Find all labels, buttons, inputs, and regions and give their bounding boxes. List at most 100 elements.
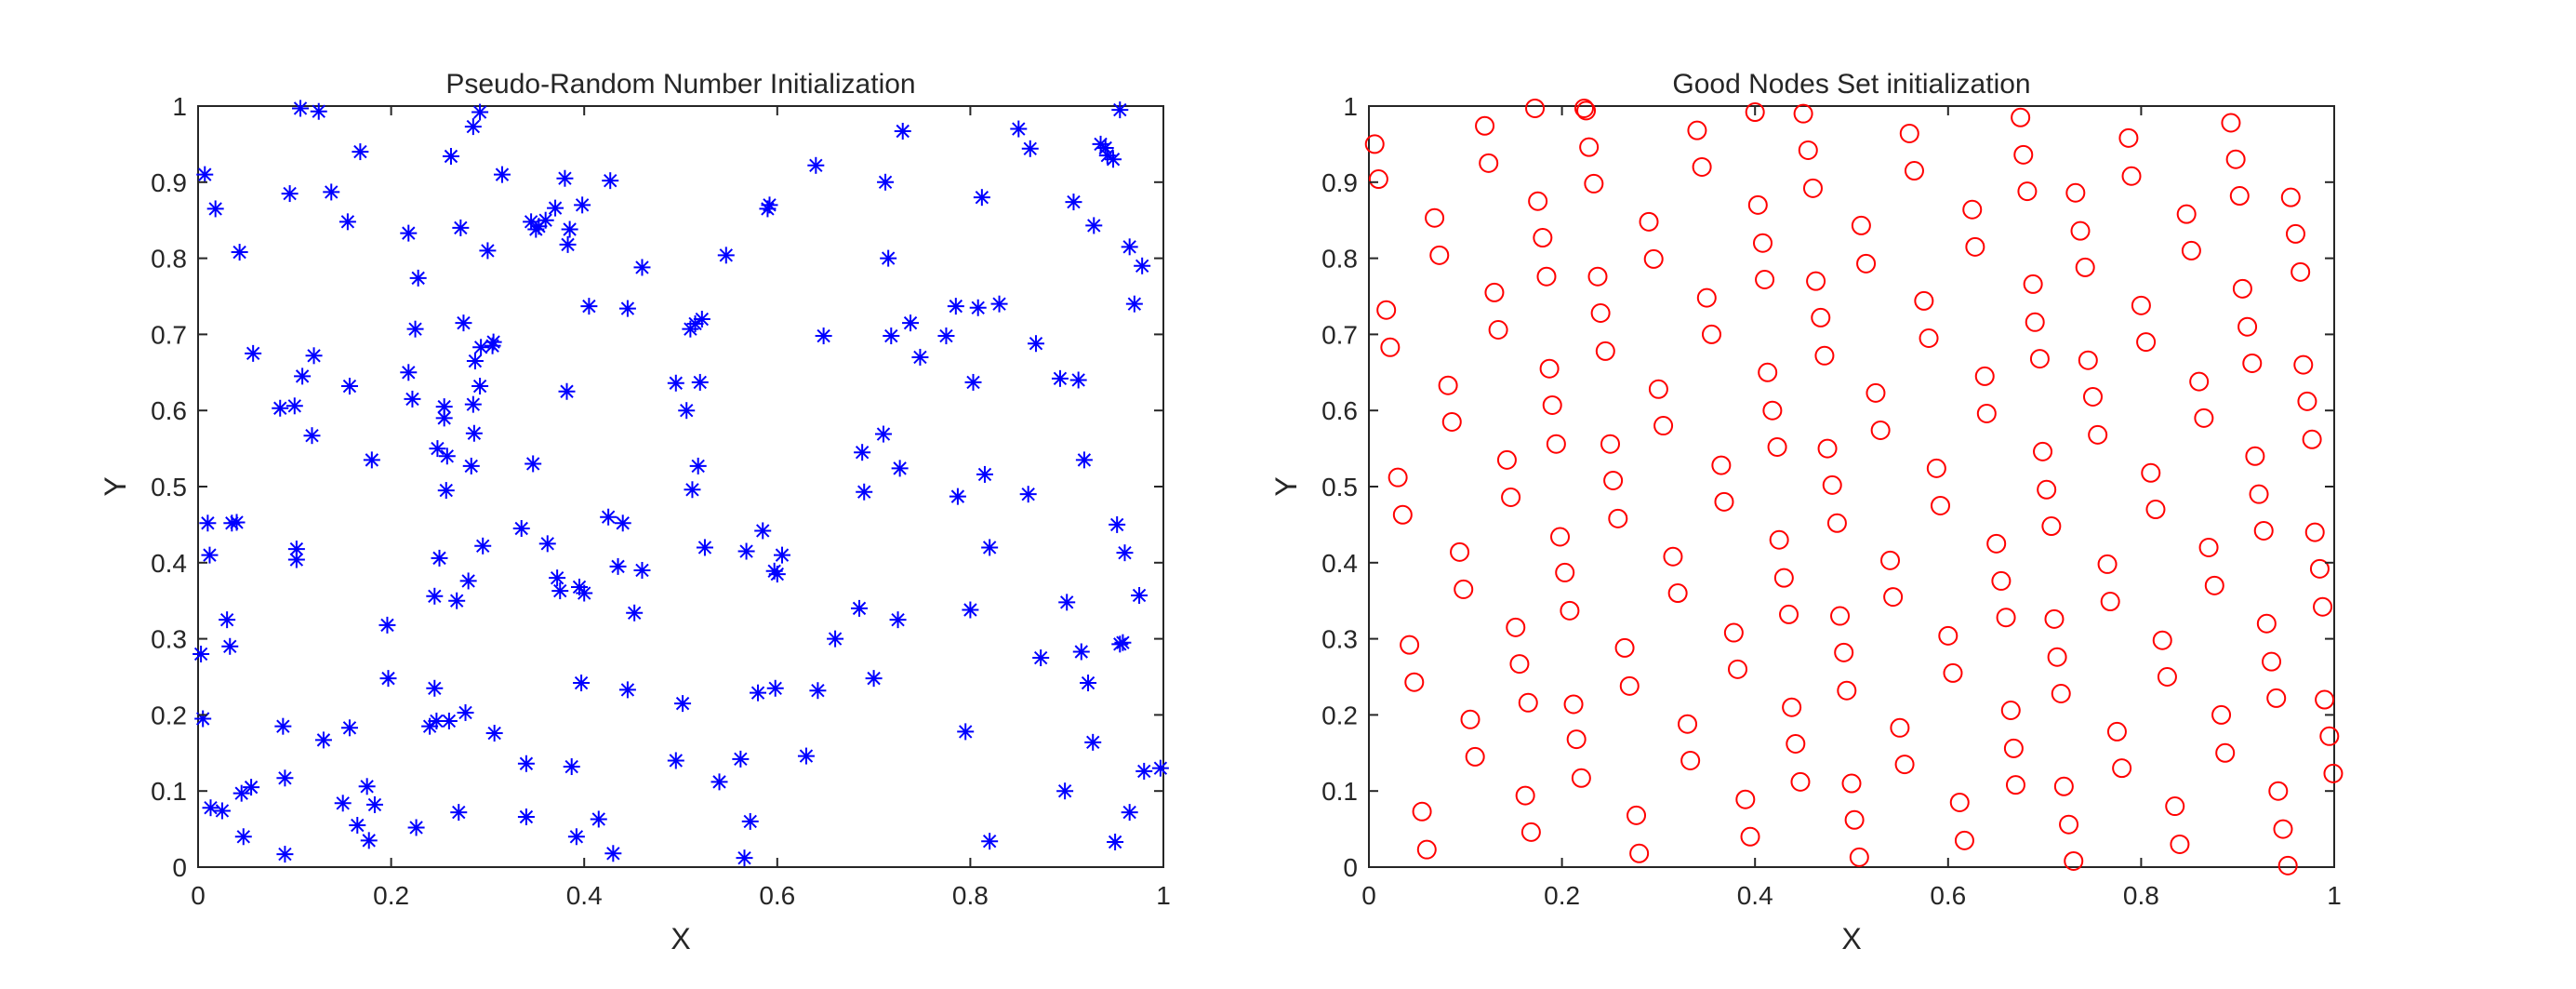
- right-data-point: [1745, 102, 1765, 123]
- left-data-point: [678, 402, 696, 420]
- left-data-points: [193, 100, 1169, 867]
- left-data-point: [1084, 733, 1102, 751]
- right-data-point: [1841, 773, 1862, 794]
- right-y-tick-label: 0.1: [1321, 777, 1358, 806]
- left-data-point: [339, 213, 356, 231]
- left-data-point: [334, 795, 352, 812]
- right-data-point: [1814, 345, 1835, 366]
- left-data-point: [199, 515, 217, 532]
- right-data-point: [1368, 169, 1388, 190]
- right-scatter-panel: 0 0.2 0.4 0.6 0.8 1 0 0.1 0.2 0.3 0.4 0.5 0.6 0.7 0.8 0…: [1269, 69, 2344, 956]
- left-data-point: [448, 592, 466, 609]
- left-data-point: [741, 812, 759, 830]
- left-data-point: [689, 457, 707, 474]
- right-x-tick-label: 0.8: [2123, 881, 2159, 910]
- left-data-point: [303, 427, 321, 445]
- left-data-point: [633, 259, 651, 276]
- right-data-point: [2037, 479, 2057, 500]
- left-data-point: [404, 390, 421, 408]
- left-data-point: [561, 221, 578, 238]
- right-data-point: [1573, 98, 1594, 118]
- right-data-point: [1782, 697, 1802, 717]
- left-data-point: [609, 557, 627, 575]
- left-data-point: [213, 802, 231, 820]
- left-data-point: [1116, 544, 1134, 562]
- right-data-point: [1441, 411, 1462, 432]
- right-data-point: [2118, 127, 2139, 148]
- right-data-point: [2011, 107, 2031, 127]
- left-data-point: [1107, 834, 1124, 851]
- left-data-point: [807, 156, 825, 174]
- right-data-point: [2249, 484, 2269, 504]
- left-data-point: [556, 169, 574, 187]
- right-data-point: [1425, 207, 1445, 228]
- left-data-point: [231, 244, 248, 261]
- left-data-point: [196, 166, 214, 183]
- left-data-point: [1109, 515, 1126, 533]
- left-y-tick-label: 0.3: [151, 625, 187, 654]
- right-data-point: [2145, 500, 2166, 520]
- right-data-point: [2170, 834, 2190, 854]
- right-data-point: [1866, 382, 1886, 403]
- right-data-point: [2268, 781, 2289, 801]
- right-data-point: [1837, 680, 1857, 701]
- right-data-point: [2302, 429, 2322, 449]
- right-data-point: [1822, 474, 1842, 495]
- right-data-point: [1603, 470, 1624, 490]
- right-data-point: [1460, 709, 1481, 729]
- right-data-point: [1880, 550, 1901, 570]
- left-data-point: [1121, 238, 1138, 256]
- left-data-point: [349, 817, 366, 835]
- left-data-point: [1075, 451, 1093, 469]
- right-x-tick-label: 0.4: [1737, 881, 1773, 910]
- right-data-point: [2211, 704, 2232, 725]
- right-data-point: [2065, 182, 2086, 203]
- right-data-point: [1518, 692, 1538, 713]
- left-data-point: [969, 299, 987, 316]
- right-data-point: [1986, 533, 2007, 554]
- right-data-point: [1779, 604, 1799, 624]
- right-data-point: [1614, 637, 1635, 658]
- right-x-tick-label: 1: [2327, 881, 2342, 910]
- left-data-point: [276, 769, 294, 787]
- left-data-point: [1080, 675, 1097, 692]
- left-y-axis-label: Y: [99, 476, 132, 496]
- left-data-point: [228, 514, 246, 531]
- right-data-point: [1758, 362, 1778, 382]
- right-data-point: [1404, 672, 1425, 692]
- left-data-point: [400, 364, 418, 381]
- left-data-point: [1065, 194, 1082, 211]
- left-y-tick-label: 0.7: [151, 320, 187, 349]
- right-data-point: [1560, 600, 1580, 621]
- right-data-point: [1364, 134, 1385, 154]
- left-data-point: [379, 670, 397, 688]
- left-axis-ticks: 0 0.2 0.4 0.6 0.8 1 0 0.1 0.2 0.3 0.4 0.5 0.6 0.7 0.8 0…: [151, 92, 1171, 910]
- left-data-point: [243, 779, 260, 796]
- right-data-point: [2225, 149, 2246, 169]
- right-data-point: [2017, 181, 2038, 202]
- left-y-tick-label: 0.6: [151, 396, 187, 425]
- left-data-point: [1021, 140, 1039, 157]
- left-data-point: [517, 809, 535, 826]
- left-y-tick-label: 1: [172, 92, 187, 121]
- left-data-point: [221, 637, 239, 655]
- left-data-point: [773, 546, 790, 564]
- right-data-point: [1663, 546, 1683, 567]
- left-data-point: [1111, 101, 1129, 119]
- right-data-point: [2323, 763, 2344, 783]
- right-data-point: [1811, 307, 1831, 327]
- left-data-point: [964, 373, 982, 391]
- left-data-point: [576, 584, 593, 602]
- right-data-point: [1416, 839, 1437, 860]
- left-data-point: [737, 542, 755, 560]
- right-data-point: [2309, 558, 2330, 579]
- right-data-point: [2165, 796, 2185, 817]
- right-data-point: [2088, 424, 2108, 445]
- right-data-point: [1648, 379, 1668, 399]
- left-data-point: [590, 810, 607, 828]
- right-data-point: [1965, 236, 1985, 257]
- right-data-point: [1643, 248, 1664, 269]
- left-data-point: [551, 582, 569, 600]
- left-data-point: [766, 679, 784, 697]
